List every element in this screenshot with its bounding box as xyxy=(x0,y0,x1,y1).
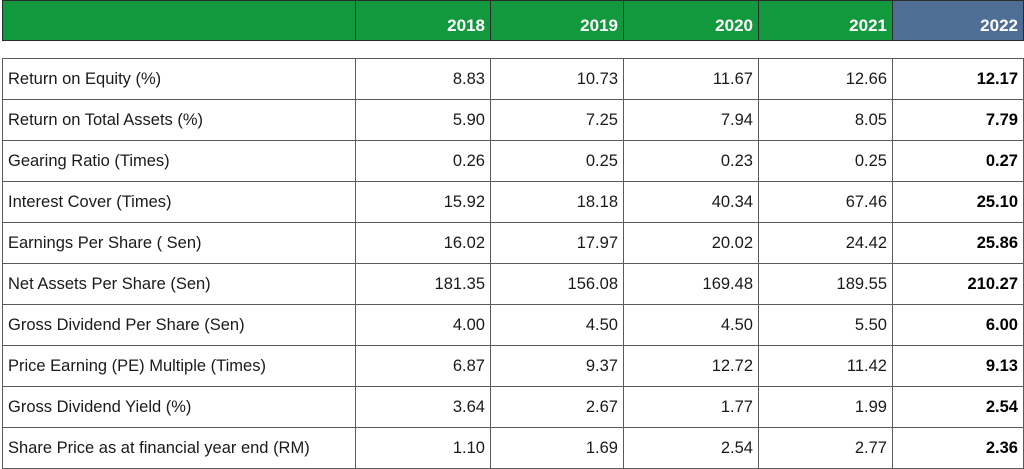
year-header-2018: 2018 xyxy=(355,0,491,41)
value-cell-2021: 67.46 xyxy=(758,181,893,223)
year-header-2022: 2022 xyxy=(892,0,1024,41)
value-cell-2019: 2.67 xyxy=(490,386,624,428)
year-header-2020: 2020 xyxy=(623,0,759,41)
row-label: Interest Cover (Times) xyxy=(2,181,356,223)
value-cell-2019: 156.08 xyxy=(490,263,624,305)
value-cell-2020: 40.34 xyxy=(623,181,759,223)
header-table: 2018 2019 2020 2021 2022 xyxy=(2,0,1024,41)
value-cell-2020: 169.48 xyxy=(623,263,759,305)
value-cell-2018: 3.64 xyxy=(355,386,491,428)
value-cell-2020: 7.94 xyxy=(623,99,759,141)
row-label: Return on Total Assets (%) xyxy=(2,99,356,141)
row-label: Share Price as at financial year end (RM… xyxy=(2,427,356,469)
value-cell-2022: 12.17 xyxy=(892,58,1024,100)
value-cell-2021: 2.77 xyxy=(758,427,893,469)
table-row: Earnings Per Share ( Sen) 16.02 17.97 20.02… xyxy=(2,222,1024,264)
value-cell-2021: 189.55 xyxy=(758,263,893,305)
value-cell-2018: 16.02 xyxy=(355,222,491,264)
value-cell-2018: 0.26 xyxy=(355,140,491,182)
value-cell-2018: 181.35 xyxy=(355,263,491,305)
value-cell-2021: 5.50 xyxy=(758,304,893,346)
value-cell-2020: 1.77 xyxy=(623,386,759,428)
value-cell-2020: 2.54 xyxy=(623,427,759,469)
value-cell-2019: 9.37 xyxy=(490,345,624,387)
value-cell-2018: 4.00 xyxy=(355,304,491,346)
value-cell-2022: 9.13 xyxy=(892,345,1024,387)
value-cell-2018: 5.90 xyxy=(355,99,491,141)
value-cell-2022: 2.54 xyxy=(892,386,1024,428)
value-cell-2022: 25.86 xyxy=(892,222,1024,264)
value-cell-2021: 1.99 xyxy=(758,386,893,428)
value-cell-2020: 11.67 xyxy=(623,58,759,100)
table-body: Return on Equity (%) 8.83 10.73 11.67 12.66 1… xyxy=(2,58,1024,469)
value-cell-2020: 0.23 xyxy=(623,140,759,182)
table-row: Return on Equity (%) 8.83 10.73 11.67 12.66 1… xyxy=(2,58,1024,100)
table-row: Gross Dividend Per Share (Sen) 4.00 4.50 4.… xyxy=(2,304,1024,346)
value-cell-2018: 6.87 xyxy=(355,345,491,387)
value-cell-2019: 1.69 xyxy=(490,427,624,469)
value-cell-2022: 7.79 xyxy=(892,99,1024,141)
table-row: Share Price as at financial year end (RM… xyxy=(2,427,1024,469)
value-cell-2021: 8.05 xyxy=(758,99,893,141)
header-blank-cell xyxy=(2,0,356,41)
row-label: Gross Dividend Yield (%) xyxy=(2,386,356,428)
year-header-2021: 2021 xyxy=(758,0,893,41)
table-row: Return on Total Assets (%) 5.90 7.25 7.94 8.… xyxy=(2,99,1024,141)
row-label: Net Assets Per Share (Sen) xyxy=(2,263,356,305)
row-label: Gearing Ratio (Times) xyxy=(2,140,356,182)
value-cell-2022: 2.36 xyxy=(892,427,1024,469)
value-cell-2020: 12.72 xyxy=(623,345,759,387)
table-row: Interest Cover (Times) 15.92 18.18 40.34 67.… xyxy=(2,181,1024,223)
value-cell-2019: 17.97 xyxy=(490,222,624,264)
value-cell-2022: 6.00 xyxy=(892,304,1024,346)
value-cell-2018: 15.92 xyxy=(355,181,491,223)
value-cell-2022: 0.27 xyxy=(892,140,1024,182)
row-label: Gross Dividend Per Share (Sen) xyxy=(2,304,356,346)
row-label: Earnings Per Share ( Sen) xyxy=(2,222,356,264)
value-cell-2019: 4.50 xyxy=(490,304,624,346)
value-cell-2021: 0.25 xyxy=(758,140,893,182)
value-cell-2019: 7.25 xyxy=(490,99,624,141)
table-row: Price Earning (PE) Multiple (Times) 6.87 9… xyxy=(2,345,1024,387)
row-label: Price Earning (PE) Multiple (Times) xyxy=(2,345,356,387)
table-row: Gearing Ratio (Times) 0.26 0.25 0.23 0.25 0.2… xyxy=(2,140,1024,182)
value-cell-2020: 20.02 xyxy=(623,222,759,264)
value-cell-2020: 4.50 xyxy=(623,304,759,346)
value-cell-2021: 11.42 xyxy=(758,345,893,387)
table-row: Gross Dividend Yield (%) 3.64 2.67 1.77 1.99… xyxy=(2,386,1024,428)
value-cell-2019: 18.18 xyxy=(490,181,624,223)
year-header-2019: 2019 xyxy=(490,0,624,41)
value-cell-2018: 1.10 xyxy=(355,427,491,469)
table-row: Net Assets Per Share (Sen) 181.35 156.08 16… xyxy=(2,263,1024,305)
row-label: Return on Equity (%) xyxy=(2,58,356,100)
value-cell-2018: 8.83 xyxy=(355,58,491,100)
value-cell-2022: 25.10 xyxy=(892,181,1024,223)
value-cell-2021: 12.66 xyxy=(758,58,893,100)
header-row: 2018 2019 2020 2021 2022 xyxy=(2,0,1024,41)
value-cell-2019: 10.73 xyxy=(490,58,624,100)
value-cell-2021: 24.42 xyxy=(758,222,893,264)
value-cell-2019: 0.25 xyxy=(490,140,624,182)
financial-ratios-table: Return on Equity (%) 8.83 10.73 11.67 12.66 1… xyxy=(2,58,1024,469)
value-cell-2022: 210.27 xyxy=(892,263,1024,305)
